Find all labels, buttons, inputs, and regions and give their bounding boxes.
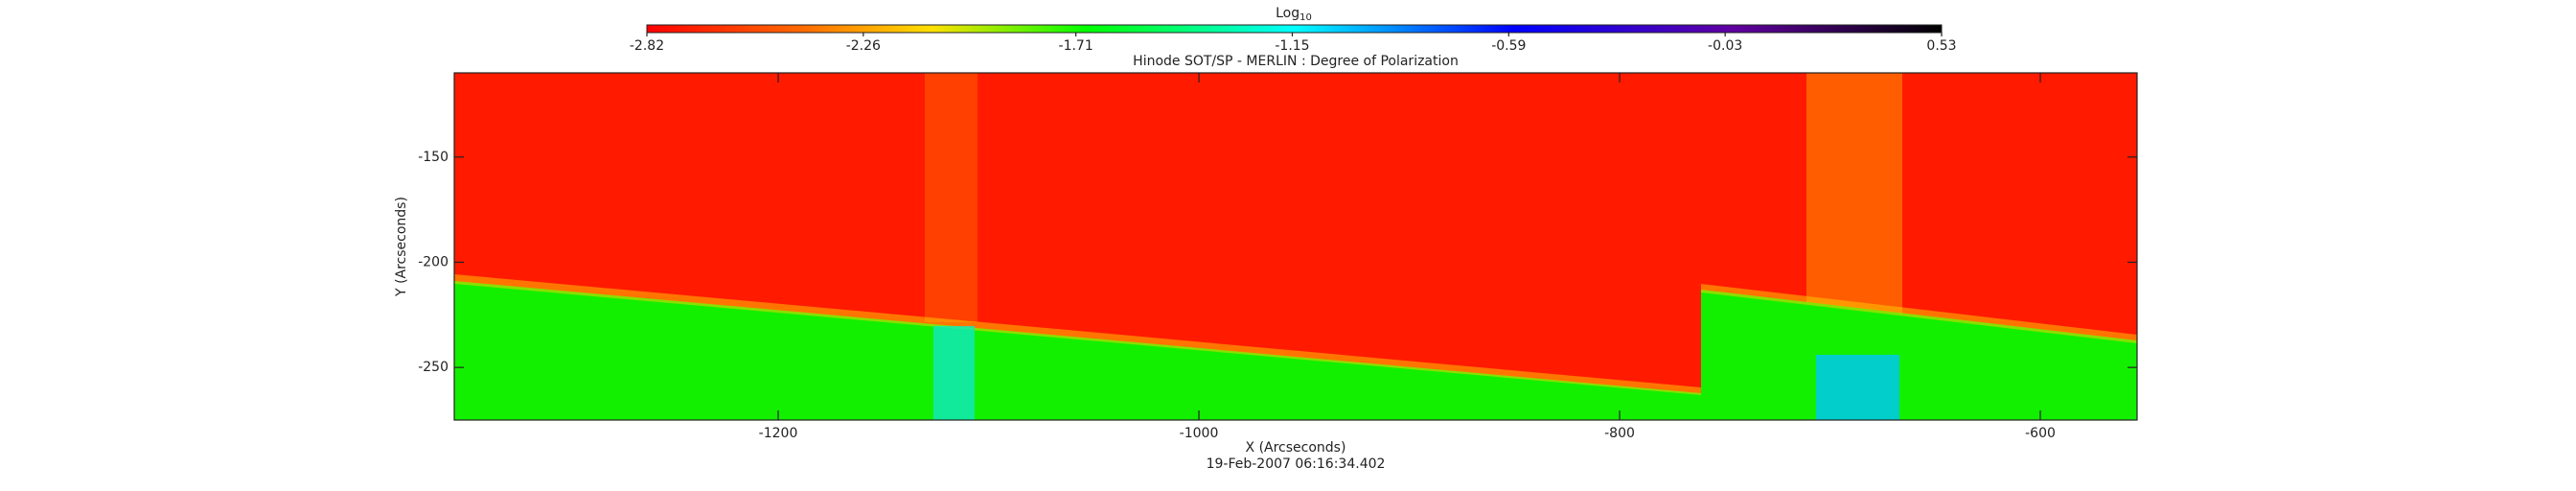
x-tick-label: -1000 — [1180, 426, 1219, 441]
colorbar-tick-label: -1.15 — [1275, 38, 1309, 54]
colorbar-tick-label: -1.71 — [1059, 38, 1093, 54]
colorbar-tick-label: 0.53 — [1926, 38, 1956, 54]
colorbar — [646, 24, 1943, 34]
image-green — [454, 281, 1701, 420]
plot-frame — [453, 72, 2138, 421]
y-axis-label: Y (Arcseconds) — [394, 197, 409, 297]
x-tick-label: -800 — [1604, 426, 1635, 441]
y-tick-label: -250 — [418, 360, 448, 375]
chart-title: Hinode SOT/SP - MERLIN : Degree of Polar… — [1133, 54, 1459, 69]
image-cyan — [933, 326, 975, 420]
image — [454, 73, 2137, 420]
image-speckle — [925, 73, 978, 322]
colorbar-label-base: Log — [1276, 6, 1300, 21]
colorbar-tick-label: -2.82 — [630, 38, 664, 54]
image-green — [1701, 290, 2137, 420]
colorbar-label: Log10 — [1276, 6, 1312, 23]
footer: 19-Feb-2007 06:16:34.402 — [1207, 456, 1386, 472]
image-cyan — [1816, 355, 1899, 420]
colorbar-tick-label: -2.26 — [846, 38, 881, 54]
y-tick-label: -200 — [418, 254, 448, 269]
x-tick-label: -600 — [2025, 426, 2056, 441]
y-tick-label: -150 — [418, 150, 448, 165]
colorbar-tick-label: -0.59 — [1491, 38, 1526, 54]
colorbar-label-sub: 10 — [1300, 12, 1312, 23]
x-tick-label: -1200 — [759, 426, 798, 441]
colorbar-tick-label: -0.03 — [1708, 38, 1742, 54]
x-axis-label: X (Arcseconds) — [1246, 440, 1346, 456]
image-edge — [1701, 284, 2137, 343]
image-edge — [454, 274, 1701, 395]
